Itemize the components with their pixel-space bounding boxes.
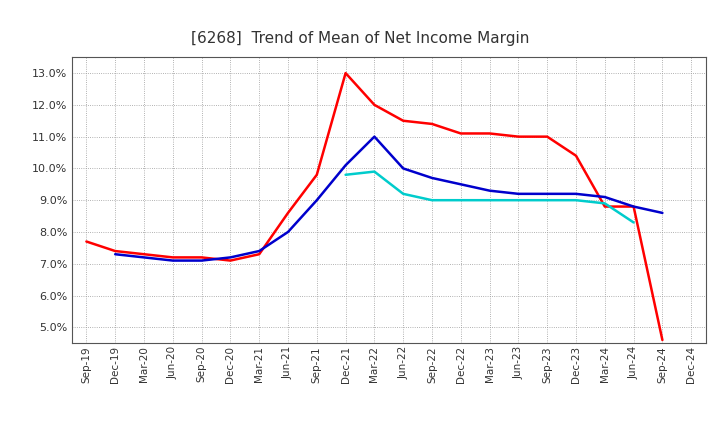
Line: 3 Years: 3 Years: [86, 73, 662, 340]
3 Years: [658, 337, 667, 343]
3 Years: [514, 134, 523, 139]
5 Years: [312, 198, 321, 203]
7 Years: [600, 201, 609, 206]
5 Years: [111, 252, 120, 257]
7 Years: [485, 198, 494, 203]
5 Years: [341, 163, 350, 168]
3 Years: [111, 249, 120, 254]
3 Years: [341, 70, 350, 76]
7 Years: [370, 169, 379, 174]
3 Years: [312, 172, 321, 177]
5 Years: [255, 249, 264, 254]
5 Years: [514, 191, 523, 197]
7 Years: [629, 220, 638, 225]
3 Years: [255, 252, 264, 257]
3 Years: [543, 134, 552, 139]
7 Years: [572, 198, 580, 203]
3 Years: [629, 204, 638, 209]
5 Years: [370, 134, 379, 139]
3 Years: [600, 204, 609, 209]
Line: 5 Years: 5 Years: [115, 137, 662, 260]
5 Years: [658, 210, 667, 216]
3 Years: [197, 255, 206, 260]
3 Years: [226, 258, 235, 263]
5 Years: [456, 182, 465, 187]
5 Years: [284, 229, 292, 235]
3 Years: [168, 255, 177, 260]
5 Years: [197, 258, 206, 263]
5 Years: [399, 166, 408, 171]
3 Years: [399, 118, 408, 123]
7 Years: [428, 198, 436, 203]
5 Years: [543, 191, 552, 197]
3 Years: [428, 121, 436, 127]
5 Years: [485, 188, 494, 193]
5 Years: [629, 204, 638, 209]
3 Years: [82, 239, 91, 244]
3 Years: [485, 131, 494, 136]
5 Years: [572, 191, 580, 197]
7 Years: [399, 191, 408, 197]
7 Years: [543, 198, 552, 203]
3 Years: [572, 153, 580, 158]
3 Years: [456, 131, 465, 136]
7 Years: [514, 198, 523, 203]
7 Years: [341, 172, 350, 177]
5 Years: [168, 258, 177, 263]
Text: [6268]  Trend of Mean of Net Income Margin: [6268] Trend of Mean of Net Income Margi…: [191, 31, 529, 46]
3 Years: [140, 252, 148, 257]
5 Years: [428, 175, 436, 180]
3 Years: [284, 210, 292, 216]
5 Years: [600, 194, 609, 200]
5 Years: [140, 255, 148, 260]
5 Years: [226, 255, 235, 260]
Line: 7 Years: 7 Years: [346, 172, 634, 223]
7 Years: [456, 198, 465, 203]
3 Years: [370, 102, 379, 107]
